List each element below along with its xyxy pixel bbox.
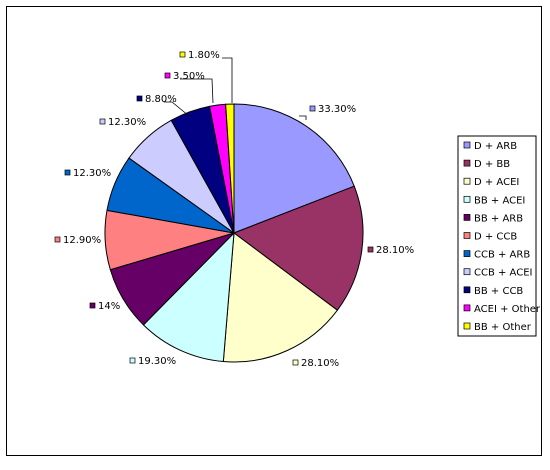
data-label-6: 12.30% bbox=[73, 168, 111, 179]
data-label-swatch-5 bbox=[54, 236, 61, 243]
data-label-swatch-8 bbox=[136, 95, 143, 102]
legend-label-2: D + ACEI bbox=[474, 177, 519, 188]
legend-label-9: ACEI + Other bbox=[474, 304, 541, 315]
data-label-5: 12.90% bbox=[63, 235, 101, 246]
legend-label-5: D + CCB bbox=[474, 232, 517, 243]
legend-swatch-5 bbox=[463, 232, 471, 239]
legend-swatch-0 bbox=[463, 141, 471, 149]
legend-swatch-2 bbox=[463, 177, 471, 185]
data-label-swatch-4 bbox=[89, 302, 96, 309]
legend-swatch-3 bbox=[463, 195, 471, 203]
data-label-0: 33.30% bbox=[318, 104, 356, 115]
legend-label-4: BB + ARB bbox=[474, 213, 523, 224]
data-label-swatch-7 bbox=[99, 118, 106, 125]
leader-line-10 bbox=[222, 57, 233, 103]
leader-line-0 bbox=[299, 115, 307, 120]
legend-swatch-8 bbox=[463, 286, 471, 294]
data-label-1: 28.10% bbox=[376, 245, 414, 256]
data-label-swatch-3 bbox=[129, 357, 136, 364]
data-label-10: 1.80% bbox=[188, 50, 220, 61]
slice-labels: 33.30% 28.10% 28.10% 19.30% 14% 12.90% 12.30% 1… bbox=[54, 50, 414, 369]
legend-swatch-4 bbox=[463, 214, 471, 221]
legend-swatch-6 bbox=[463, 250, 471, 257]
data-label-swatch-1 bbox=[367, 246, 374, 253]
leader-line-8 bbox=[164, 101, 190, 117]
data-label-swatch-0 bbox=[309, 105, 316, 112]
legend-swatch-7 bbox=[463, 268, 471, 276]
legend-label-6: CCB + ARB bbox=[474, 250, 530, 261]
data-label-swatch-2 bbox=[292, 359, 299, 366]
data-label-7: 12.30% bbox=[108, 117, 146, 128]
legend-label-8: BB + CCB bbox=[474, 286, 523, 297]
pie-slice-0 bbox=[233, 103, 355, 234]
data-label-4: 14% bbox=[98, 301, 120, 312]
data-label-swatch-9 bbox=[164, 72, 171, 79]
legend-swatch-9 bbox=[463, 304, 471, 312]
legend-box bbox=[457, 135, 537, 337]
pie-slice-2 bbox=[222, 232, 339, 363]
legend-swatch-10 bbox=[463, 322, 471, 330]
leader-line-9 bbox=[180, 78, 214, 104]
legend-label-10: BB + Other bbox=[474, 322, 532, 333]
data-label-3: 19.30% bbox=[138, 356, 176, 367]
data-label-9: 3.50% bbox=[173, 71, 205, 82]
pie-slices bbox=[104, 103, 364, 363]
pie-slice-10 bbox=[225, 103, 235, 234]
data-label-8: 8.80% bbox=[145, 94, 177, 105]
legend-label-0: D + ARB bbox=[474, 141, 517, 152]
legend-label-3: BB + ACEI bbox=[474, 195, 525, 206]
data-label-swatch-6 bbox=[64, 169, 71, 176]
pie-slice-1 bbox=[232, 185, 364, 311]
legend-swatch-1 bbox=[463, 159, 471, 167]
data-label-2: 28.10% bbox=[301, 358, 339, 369]
data-label-swatch-10 bbox=[179, 51, 186, 58]
legend-label-7: CCB + ACEI bbox=[474, 268, 532, 279]
pie-slice-3 bbox=[142, 231, 235, 363]
legend: D + ARB D + BB D + ACEI BB + ACEI BB + ARB D … bbox=[457, 135, 541, 337]
legend-label-1: D + BB bbox=[474, 159, 510, 170]
